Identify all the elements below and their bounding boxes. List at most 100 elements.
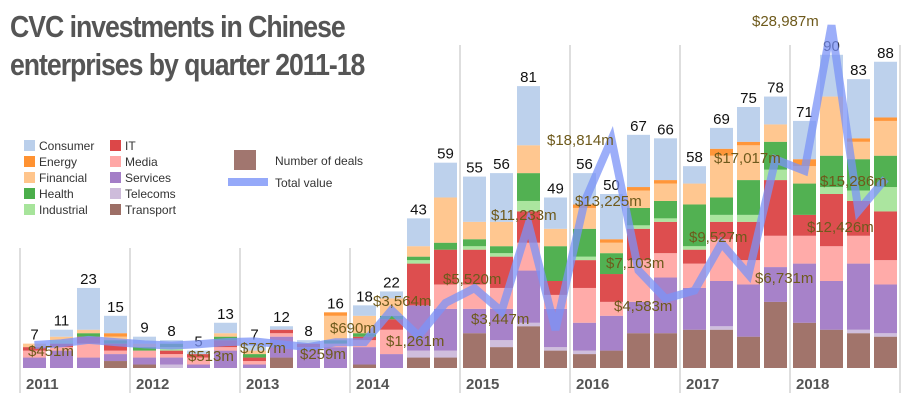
legend-label-financial: Financial bbox=[39, 171, 87, 185]
chart-title: CVC investments in Chinese enterprises b… bbox=[10, 8, 365, 84]
legend-swatch-services bbox=[110, 172, 121, 183]
bar-segment-energy bbox=[104, 333, 127, 337]
bar-segment-transport bbox=[710, 329, 733, 368]
bar-segment-consumer bbox=[214, 322, 237, 334]
deal-count-label: 16 bbox=[327, 295, 344, 312]
bar-segment-transport bbox=[627, 333, 650, 368]
year-axis-label: 2017 bbox=[686, 376, 719, 393]
bar-segment-financial bbox=[764, 124, 787, 142]
bar-segment-telecoms bbox=[847, 329, 870, 334]
bar-segment-media bbox=[77, 343, 100, 358]
total-value-label: $6,731m bbox=[755, 270, 813, 287]
bar-segment-financial bbox=[214, 333, 237, 337]
bar-segment-financial bbox=[627, 190, 650, 208]
year-axis-label: 2011 bbox=[26, 376, 59, 393]
total-value-label: $13,225m bbox=[575, 193, 642, 210]
bar-segment-it bbox=[104, 343, 127, 351]
bar-segment-consumer bbox=[133, 336, 156, 344]
bar-segment-transport bbox=[133, 364, 156, 368]
bar-segment-media bbox=[380, 329, 403, 355]
bar-segment-financial bbox=[544, 228, 567, 247]
deal-count-label: 50 bbox=[603, 177, 620, 194]
deal-count-label: 56 bbox=[576, 156, 593, 173]
deal-count-label: 67 bbox=[630, 118, 647, 135]
bar-segment-health bbox=[517, 173, 540, 201]
bar-segment-consumer bbox=[654, 138, 677, 181]
bar-segment-health bbox=[793, 183, 816, 215]
bar-segment-transport bbox=[573, 354, 596, 368]
year-axis-label: 2015 bbox=[466, 376, 499, 393]
bar-segment-health bbox=[874, 155, 897, 188]
bar-segment-it bbox=[270, 329, 293, 334]
total-value-label: $15,286m bbox=[820, 173, 887, 190]
deal-count-label: 15 bbox=[107, 299, 124, 316]
bar-segment-financial bbox=[683, 183, 706, 205]
bar-segment-it bbox=[23, 347, 46, 351]
total-value-line bbox=[34, 24, 889, 352]
bar-segment-telecoms bbox=[874, 333, 897, 337]
bar-segment-it bbox=[463, 249, 486, 285]
bar-segment-consumer bbox=[463, 176, 486, 222]
bar-segment-industrial bbox=[573, 256, 596, 261]
deal-count-label: 22 bbox=[383, 274, 400, 291]
bar-segment-transport bbox=[517, 326, 540, 368]
title-line-2: enterprises by quarter 2011-18 bbox=[10, 47, 365, 82]
deal-count-label: 81 bbox=[520, 69, 537, 86]
year-axis-label: 2013 bbox=[246, 376, 279, 393]
bar-segment-financial bbox=[654, 183, 677, 201]
bar-segment-industrial bbox=[463, 246, 486, 250]
bar-stack bbox=[600, 194, 623, 368]
bar-segment-consumer bbox=[434, 162, 457, 198]
legend: Consumer Energy Financial Health Industrial I… bbox=[24, 139, 363, 217]
bar-segment-consumer bbox=[764, 96, 787, 125]
deal-count-label: 69 bbox=[713, 111, 730, 128]
bar-segment-services bbox=[517, 270, 540, 323]
bar-stack bbox=[434, 162, 457, 368]
bar-segment-telecoms bbox=[407, 350, 430, 358]
bar-segment-it bbox=[600, 274, 623, 302]
bar-segment-industrial bbox=[710, 214, 733, 222]
bar-segment-media bbox=[847, 235, 870, 264]
year-axis-label: 2012 bbox=[136, 376, 169, 393]
total-value-label: $28,987m bbox=[752, 13, 819, 30]
bar-segment-industrial bbox=[820, 187, 843, 194]
bar-segment-media bbox=[627, 260, 650, 302]
total-value-label: $451m bbox=[28, 343, 74, 360]
bar-segment-services bbox=[407, 305, 430, 351]
deal-count-label: 71 bbox=[796, 104, 813, 121]
bar-segment-services bbox=[874, 284, 897, 334]
bar-segment-health bbox=[77, 333, 100, 337]
bar-segment-transport bbox=[793, 322, 816, 368]
bar-segment-consumer bbox=[710, 127, 733, 149]
bar-segment-services bbox=[434, 308, 457, 351]
bar-stack bbox=[654, 138, 677, 368]
bar-segment-media bbox=[793, 235, 816, 264]
bar-segment-industrial bbox=[737, 214, 760, 222]
bar-segment-consumer bbox=[847, 79, 870, 139]
bar-segment-consumer bbox=[517, 86, 540, 146]
bar-segment-financial bbox=[600, 242, 623, 254]
bar-segment-services bbox=[627, 301, 650, 334]
bar-segment-services bbox=[104, 354, 127, 362]
bar-segment-consumer bbox=[270, 326, 293, 330]
bar-segment-consumer bbox=[627, 134, 650, 188]
bar-segment-energy bbox=[654, 180, 677, 184]
bar-segment-transport bbox=[490, 347, 513, 368]
bar-segment-health bbox=[737, 180, 760, 215]
bar-segment-financial bbox=[737, 145, 760, 181]
bar-segment-it bbox=[160, 350, 183, 355]
total-value-label: $18,814m bbox=[547, 132, 614, 149]
bar-segment-it bbox=[407, 263, 430, 306]
bar-stack bbox=[874, 61, 897, 368]
bar-segment-industrial bbox=[627, 225, 650, 229]
bar-segment-health bbox=[627, 207, 650, 226]
bar-segment-services bbox=[160, 357, 183, 365]
bar-segment-financial bbox=[463, 221, 486, 240]
bar-stack bbox=[77, 287, 100, 368]
bar-segment-financial bbox=[517, 145, 540, 174]
total-value-label: $12,426m bbox=[807, 219, 874, 236]
bar-segment-it bbox=[654, 221, 677, 254]
bar-segment-financial bbox=[243, 350, 266, 355]
bar-stack bbox=[23, 343, 46, 368]
